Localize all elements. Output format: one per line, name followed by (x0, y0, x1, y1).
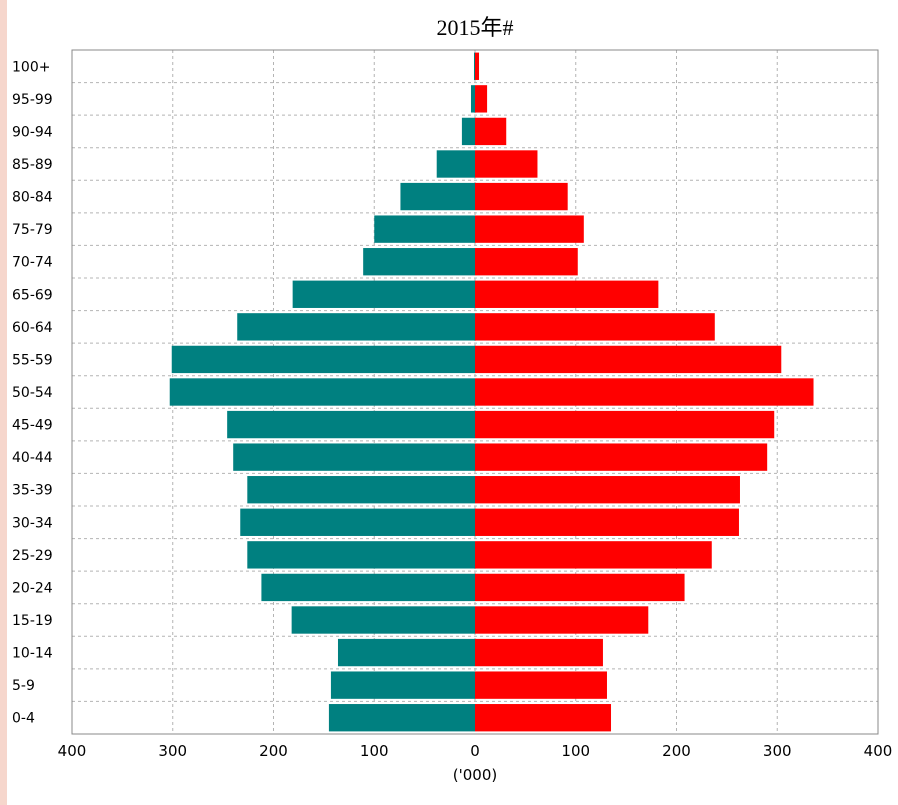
bar-left-40-44 (233, 443, 475, 471)
x-tick-label: 200 (662, 742, 691, 760)
bar-left-100+ (473, 52, 475, 80)
bar-right-95-99 (475, 85, 488, 113)
x-tick-label: 0 (470, 742, 480, 760)
left-accent-strip (0, 0, 7, 805)
x-axis-title: ('000) (453, 766, 497, 784)
category-label-30-34: 30-34 (12, 515, 53, 531)
bar-right-70-74 (475, 248, 578, 276)
category-label-90-94: 90-94 (12, 124, 53, 140)
x-tick-label: 400 (864, 742, 893, 760)
category-label-100+: 100+ (12, 59, 50, 75)
bar-right-85-89 (475, 150, 538, 178)
bar-left-15-19 (291, 606, 475, 634)
bar-left-30-34 (240, 508, 475, 536)
category-label-35-39: 35-39 (12, 483, 53, 499)
bar-left-0-4 (328, 704, 475, 732)
bar-right-100+ (475, 52, 480, 80)
category-label-40-44: 40-44 (12, 450, 53, 466)
bars (169, 52, 814, 732)
bar-left-45-49 (227, 410, 475, 439)
category-label-5-9: 5-9 (12, 678, 35, 694)
category-label-80-84: 80-84 (12, 190, 53, 206)
bar-right-20-24 (475, 573, 685, 602)
bar-right-30-34 (475, 508, 739, 536)
category-label-75-79: 75-79 (12, 222, 53, 238)
category-label-10-14: 10-14 (12, 646, 53, 662)
bar-right-35-39 (475, 476, 740, 504)
bar-left-70-74 (363, 248, 475, 276)
bar-left-10-14 (337, 638, 475, 667)
category-label-50-54: 50-54 (12, 385, 53, 401)
bar-right-80-84 (475, 182, 568, 211)
grid-lines (71, 50, 879, 734)
x-tick-labels: 400 300 200 100 0 100 200 300 400 (58, 742, 893, 760)
chart-title: 2015年# (436, 15, 514, 40)
category-label-20-24: 20-24 (12, 580, 53, 596)
bar-left-85-89 (436, 150, 475, 178)
x-tick-label: 100 (561, 742, 590, 760)
category-label-0-4: 0-4 (12, 711, 35, 727)
bar-left-35-39 (247, 476, 475, 504)
bar-left-20-24 (261, 573, 475, 602)
bar-left-90-94 (461, 117, 475, 146)
bar-right-10-14 (475, 638, 603, 667)
category-label-85-89: 85-89 (12, 157, 53, 173)
x-tick-label: 100 (360, 742, 389, 760)
bar-left-50-54 (169, 378, 476, 406)
category-label-95-99: 95-99 (12, 92, 53, 108)
bar-right-5-9 (475, 671, 607, 699)
category-label-70-74: 70-74 (12, 255, 53, 271)
bar-right-55-59 (475, 345, 782, 374)
bar-right-60-64 (475, 313, 715, 341)
bar-left-80-84 (400, 182, 475, 211)
bar-right-0-4 (475, 704, 612, 732)
category-label-60-64: 60-64 (12, 320, 53, 336)
bar-left-95-99 (470, 85, 475, 113)
category-label-55-59: 55-59 (12, 352, 53, 368)
x-tick-label: 400 (58, 742, 87, 760)
category-label-65-69: 65-69 (12, 287, 53, 303)
bar-right-50-54 (475, 378, 814, 406)
bar-right-45-49 (475, 410, 775, 439)
bar-right-75-79 (475, 215, 584, 243)
bar-left-65-69 (292, 280, 475, 308)
category-labels: 0-4 5-9 10-14 15-19 20-24 25-29 30-34 35-39 40-4… (12, 59, 53, 726)
bar-right-25-29 (475, 541, 712, 569)
x-tick-label: 300 (158, 742, 187, 760)
plot-border (71, 49, 879, 735)
bar-right-65-69 (475, 280, 659, 308)
bar-left-5-9 (330, 671, 475, 699)
category-label-25-29: 25-29 (12, 548, 53, 564)
x-tick-label: 300 (763, 742, 792, 760)
category-label-15-19: 15-19 (12, 613, 53, 629)
bar-left-60-64 (237, 313, 475, 341)
bar-left-75-79 (374, 215, 475, 243)
bar-left-25-29 (247, 541, 475, 569)
bar-left-55-59 (171, 345, 475, 374)
bar-right-15-19 (475, 606, 649, 634)
category-label-45-49: 45-49 (12, 418, 53, 434)
bar-right-40-44 (475, 443, 768, 471)
bar-right-90-94 (475, 117, 507, 146)
x-tick-label: 200 (259, 742, 288, 760)
